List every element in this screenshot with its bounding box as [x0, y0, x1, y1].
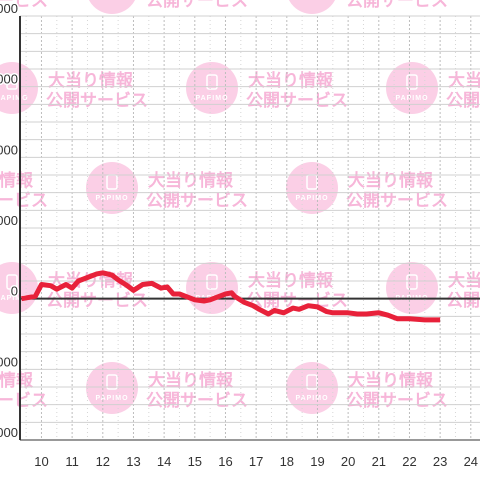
watermark-line2: 公開サービス — [246, 291, 348, 310]
y-tick-label-halo: 6,000 — [0, 142, 18, 157]
watermark-badge-text: PAPIMO — [295, 195, 328, 202]
watermark-line1: 大当り情報 — [148, 170, 234, 190]
watermark-badge-circle — [86, 362, 138, 414]
y-tick-label-halo: 9,000 — [0, 72, 18, 87]
watermark-badge-circle — [288, 0, 336, 14]
watermark-line2: 公開サービス — [446, 91, 480, 110]
tick-label-layer: 12,00012,0009,0009,0006,0006,0003,0003,0… — [0, 0, 478, 469]
watermark-line2: 公開サービス — [46, 91, 148, 110]
x-tick-label: 18 — [280, 454, 294, 469]
watermark-badge-text: PAPIMO — [0, 95, 29, 102]
watermark-line2: 公開サービス — [446, 291, 480, 310]
x-tick-label: 11 — [65, 454, 79, 469]
watermark-line1: 大当り情報 — [448, 270, 480, 290]
x-tick-label: 13 — [126, 454, 140, 469]
x-tick-label: 24 — [464, 454, 478, 469]
watermark-badge-icon — [6, 274, 18, 290]
y-tick-label-halo: -6,000 — [0, 425, 18, 440]
grid-layer — [20, 15, 480, 441]
y-tick-label: -3,000 — [0, 354, 18, 369]
y-tick-label-halo: 0 — [11, 284, 18, 299]
watermark-line2: 公開サービス — [0, 391, 48, 410]
y-tick-label: 6,000 — [0, 142, 18, 157]
x-tick-label: 23 — [433, 454, 447, 469]
watermark-line2: 公開サービス — [246, 91, 348, 110]
watermark-line1: 大当り情報 — [148, 370, 234, 390]
x-tick-label: 14 — [157, 454, 171, 469]
y-tick-label: 12,000 — [0, 1, 18, 16]
watermark-line1: 大当り情報 — [248, 270, 334, 290]
watermark-line2: 公開サービス — [346, 191, 448, 210]
watermark-line2: 公開サービス — [0, 0, 48, 10]
watermark-line1: 大当り情報 — [0, 170, 34, 190]
watermark-badge-text: PAPIMO — [95, 0, 128, 2]
watermark-badge-circle — [186, 62, 238, 114]
x-tick-label: 16 — [218, 454, 232, 469]
watermark-badge-circle — [88, 0, 136, 14]
y-tick-label-halo: 12,000 — [0, 1, 18, 16]
x-tick-label: 19 — [310, 454, 324, 469]
watermark-badge-icon — [406, 74, 418, 90]
x-tick-label: 22 — [402, 454, 416, 469]
watermark-badge-text: PAPIMO — [95, 395, 128, 402]
watermark-line1: 大当り情報 — [348, 370, 434, 390]
watermark-line2: 公開サービス — [346, 391, 448, 410]
y-tick-label-halo: -3,000 — [0, 354, 18, 369]
watermark-badge-icon — [106, 374, 118, 390]
watermark-badge-icon — [206, 274, 218, 290]
y-tick-label: 0 — [11, 284, 18, 299]
watermark-badge-text: PAPIMO — [95, 195, 128, 202]
watermark-line2: 公開サービス — [146, 0, 248, 10]
watermark-badge-text: PAPIMO — [295, 395, 328, 402]
watermark-badge-icon — [206, 74, 218, 90]
watermark-line2: 公開サービス — [146, 391, 248, 410]
x-tick-label: 21 — [372, 454, 386, 469]
watermark-line2: 公開サービス — [346, 0, 448, 10]
y-tick-label: -6,000 — [0, 425, 18, 440]
watermark-line2: 公開サービス — [146, 191, 248, 210]
x-tick-label: 20 — [341, 454, 355, 469]
watermark-badge-text: PAPIMO — [395, 95, 428, 102]
series-layer — [21, 270, 441, 323]
x-tick-label: 17 — [249, 454, 263, 469]
watermark-line1: 大当り情報 — [0, 370, 34, 390]
watermark-badge-circle — [286, 162, 338, 214]
watermark-badge-text: PAPIMO — [0, 295, 29, 302]
watermark-line1: 大当り情報 — [448, 70, 480, 90]
watermark-line2: 公開サービス — [0, 191, 48, 210]
watermark-badge-icon — [406, 274, 418, 290]
y-tick-label: 3,000 — [0, 213, 18, 228]
watermark-line1: 大当り情報 — [248, 70, 334, 90]
watermark-line1: 大当り情報 — [48, 70, 134, 90]
watermark-badge-icon — [6, 74, 18, 90]
x-tick-label: 15 — [188, 454, 202, 469]
y-tick-label: 9,000 — [0, 72, 18, 87]
x-tick-label: 12 — [96, 454, 110, 469]
y-tick-label-halo: 3,000 — [0, 213, 18, 228]
watermark-badge-circle — [186, 262, 238, 314]
watermark-badge-circle — [86, 162, 138, 214]
axis-layer — [19, 16, 480, 441]
watermark-badge-circle — [286, 362, 338, 414]
watermark-badge-text: PAPIMO — [195, 95, 228, 102]
watermark-line1: 大当り情報 — [348, 170, 434, 190]
series-line — [21, 270, 441, 323]
x-tick-label: 10 — [34, 454, 48, 469]
watermark-badge-text: PAPIMO — [295, 0, 328, 2]
watermark-line2: 公開サービス — [46, 291, 148, 310]
